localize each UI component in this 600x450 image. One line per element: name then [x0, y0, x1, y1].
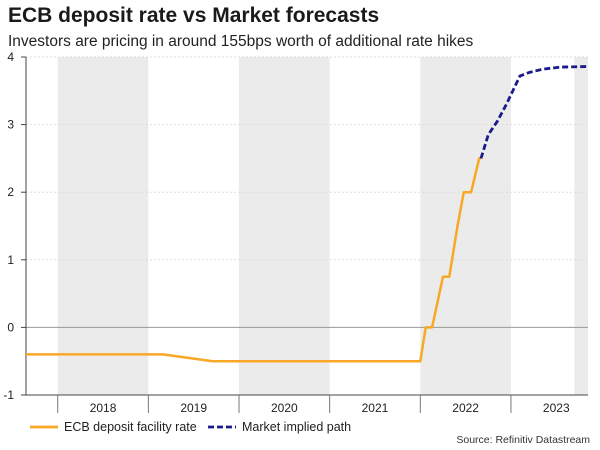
- y-tick-label: 2: [7, 185, 14, 199]
- y-tick-label: 3: [7, 118, 14, 132]
- series-line-ecb-rate: [26, 157, 481, 363]
- x-tick-label: 2020: [271, 401, 298, 415]
- year-band-extra-0: [574, 57, 588, 395]
- legend-ecb-label: ECB deposit facility rate: [64, 420, 197, 434]
- chart-title: ECB deposit rate vs Market forecasts: [8, 4, 380, 27]
- y-tick-label: 4: [7, 50, 14, 64]
- year-band-2018: [57, 57, 149, 395]
- year-band-2020: [239, 57, 330, 395]
- x-tick-label: 2021: [362, 401, 389, 415]
- year-band-2022: [420, 57, 511, 395]
- x-tick-label: 2023: [543, 401, 570, 415]
- series-line-market-path: [479, 65, 589, 159]
- y-tick-label: -1: [3, 388, 14, 402]
- y-tick-label: 1: [7, 253, 14, 267]
- source-note: Source: Refinitiv Datastream: [456, 434, 590, 446]
- legend-market-label: Market implied path: [242, 420, 351, 434]
- chart-subtitle: Investors are pricing in around 155bps w…: [8, 33, 474, 50]
- x-tick-label: 2022: [452, 401, 479, 415]
- y-tick-label: 0: [7, 320, 14, 334]
- x-tick-label: 2019: [180, 401, 207, 415]
- x-tick-label: 2018: [90, 401, 117, 415]
